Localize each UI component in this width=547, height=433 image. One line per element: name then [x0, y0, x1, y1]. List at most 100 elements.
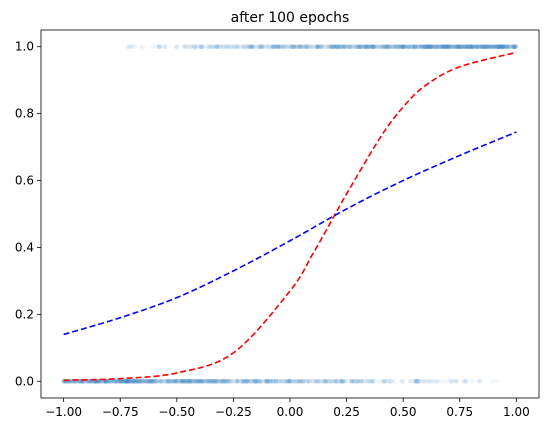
scatter-point	[188, 378, 193, 384]
scatter-point	[277, 378, 282, 384]
scatter-point	[199, 378, 204, 384]
scatter-point	[319, 378, 325, 384]
scatter-point	[213, 378, 219, 384]
scatter-point	[266, 44, 271, 50]
scatter-point	[395, 44, 400, 50]
scatter-point	[404, 44, 409, 50]
scatter-point	[434, 44, 440, 50]
scatter-point	[435, 44, 441, 50]
scatter-point	[267, 378, 273, 384]
scatter-point	[440, 44, 446, 50]
scatter-point	[277, 44, 283, 50]
scatter-point	[474, 44, 479, 50]
scatter-point	[304, 378, 310, 384]
scatter-point	[425, 44, 431, 50]
scatter-point	[400, 44, 406, 50]
scatter-point	[422, 44, 428, 50]
scatter-point	[340, 378, 346, 384]
scatter-point	[496, 44, 502, 50]
scatter-point	[263, 378, 269, 384]
scatter-point	[330, 44, 336, 50]
scatter-point	[272, 44, 278, 50]
scatter-point	[139, 378, 144, 384]
scatter-point	[502, 44, 508, 50]
scatter-point	[291, 378, 297, 384]
scatter-point	[197, 44, 203, 50]
scatter-point	[436, 44, 442, 50]
scatter-point	[401, 44, 406, 50]
scatter-point	[127, 378, 132, 384]
scatter-point	[434, 44, 440, 50]
scatter-point	[282, 378, 288, 384]
scatter-point	[336, 44, 341, 50]
scatter-point	[446, 44, 452, 50]
scatter-point	[199, 44, 204, 50]
scatter-point	[483, 44, 488, 50]
scatter-point	[249, 44, 255, 50]
scatter-point	[424, 44, 430, 50]
scatter-point	[453, 44, 459, 50]
scatter-point	[379, 44, 385, 50]
scatter-point	[455, 44, 461, 50]
scatter-point	[468, 44, 474, 50]
scatter-point	[131, 378, 137, 384]
scatter-point	[445, 44, 451, 50]
scatter-point	[181, 378, 187, 384]
scatter-point	[260, 44, 266, 50]
scatter-point	[406, 44, 412, 50]
scatter-point	[278, 378, 284, 384]
scatter-point	[343, 378, 349, 384]
scatter-point	[202, 378, 207, 384]
scatter-point	[443, 44, 449, 50]
scatter-point	[117, 378, 123, 384]
scatter-point	[435, 378, 441, 384]
scatter-point	[128, 378, 134, 384]
scatter-point	[401, 44, 407, 50]
scatter-point	[495, 44, 501, 50]
scatter-point	[402, 44, 408, 50]
scatter-point	[139, 378, 145, 384]
scatter-point	[421, 378, 426, 384]
scatter-point	[164, 378, 169, 384]
scatter-point	[468, 44, 474, 50]
x-tick-label: −0.25	[215, 405, 252, 419]
scatter-point	[144, 378, 150, 384]
scatter-point	[496, 44, 501, 50]
scatter-point	[271, 44, 276, 50]
scatter-point	[512, 44, 518, 50]
scatter-point	[340, 44, 346, 50]
scatter-point	[443, 44, 449, 50]
scatter-point	[206, 378, 212, 384]
scatter-point	[463, 44, 468, 50]
scatter-point	[424, 44, 430, 50]
scatter-point	[477, 44, 483, 50]
scatter-point	[190, 378, 196, 384]
scatter-point	[342, 44, 348, 50]
scatter-point	[348, 44, 354, 50]
scatter-point	[195, 378, 201, 384]
scatter-point	[181, 44, 187, 50]
scatter-point	[210, 44, 216, 50]
scatter-point	[137, 378, 143, 384]
scatter-point	[275, 44, 281, 50]
scatter-point	[418, 44, 424, 50]
scatter-point	[356, 44, 361, 50]
scatter-point	[148, 378, 153, 384]
scatter-point	[338, 378, 344, 384]
scatter-point	[137, 378, 143, 384]
scatter-point	[363, 44, 369, 50]
scatter-point	[309, 44, 315, 50]
scatter-point	[227, 378, 233, 384]
scatter-point	[411, 44, 416, 50]
scatter-point	[504, 44, 510, 50]
scatter-point	[486, 44, 492, 50]
scatter-point	[241, 44, 247, 50]
scatter-point	[241, 378, 247, 384]
scatter-point	[243, 44, 249, 50]
scatter-point	[455, 44, 461, 50]
scatter-point	[267, 378, 273, 384]
scatter-point	[442, 44, 448, 50]
scatter-point	[357, 44, 363, 50]
scatter-point	[383, 44, 389, 50]
